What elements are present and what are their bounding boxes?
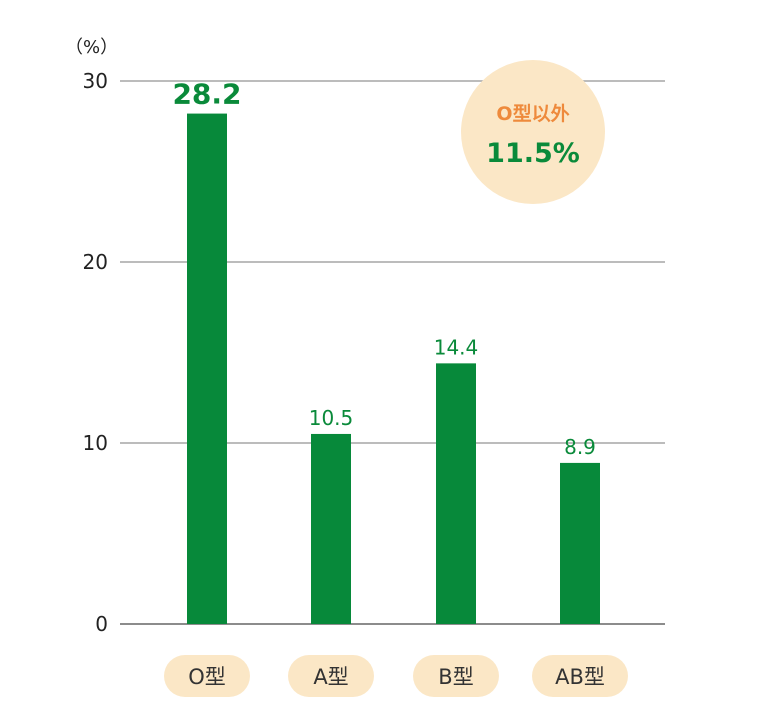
y-tick-label: 30 xyxy=(83,69,108,93)
category-labels: O型 A型 B型 AB型 xyxy=(164,655,628,697)
callout-circle xyxy=(461,60,605,204)
callout-value: 11.5% xyxy=(486,138,580,169)
bars xyxy=(187,113,600,624)
bar xyxy=(187,113,227,624)
category-label: O型 xyxy=(188,665,226,689)
value-label: 10.5 xyxy=(309,406,354,430)
category-pill xyxy=(164,655,250,697)
category-label: AB型 xyxy=(555,665,605,689)
category-pill xyxy=(413,655,499,697)
category-label: A型 xyxy=(313,665,348,689)
value-label: 14.4 xyxy=(434,335,479,359)
y-tick-label: 10 xyxy=(83,431,108,455)
y-axis-tick-labels: 0 10 20 30 xyxy=(83,69,108,636)
bar xyxy=(560,462,600,624)
y-tick-label: 20 xyxy=(83,250,108,274)
value-label: 28.2 xyxy=(172,78,241,111)
value-label: 8.9 xyxy=(564,435,596,459)
bar xyxy=(311,433,351,624)
bar xyxy=(436,363,476,624)
callout-label: O型以外 xyxy=(496,102,569,125)
category-label: B型 xyxy=(438,665,473,689)
y-axis-unit-label: （%） xyxy=(65,37,118,58)
category-pill xyxy=(532,655,628,697)
value-labels: 28.2 10.5 14.4 8.9 xyxy=(172,78,595,459)
y-tick-label: 0 xyxy=(95,612,108,636)
category-pill xyxy=(288,655,374,697)
callout-badge: O型以外 11.5% xyxy=(461,60,605,204)
